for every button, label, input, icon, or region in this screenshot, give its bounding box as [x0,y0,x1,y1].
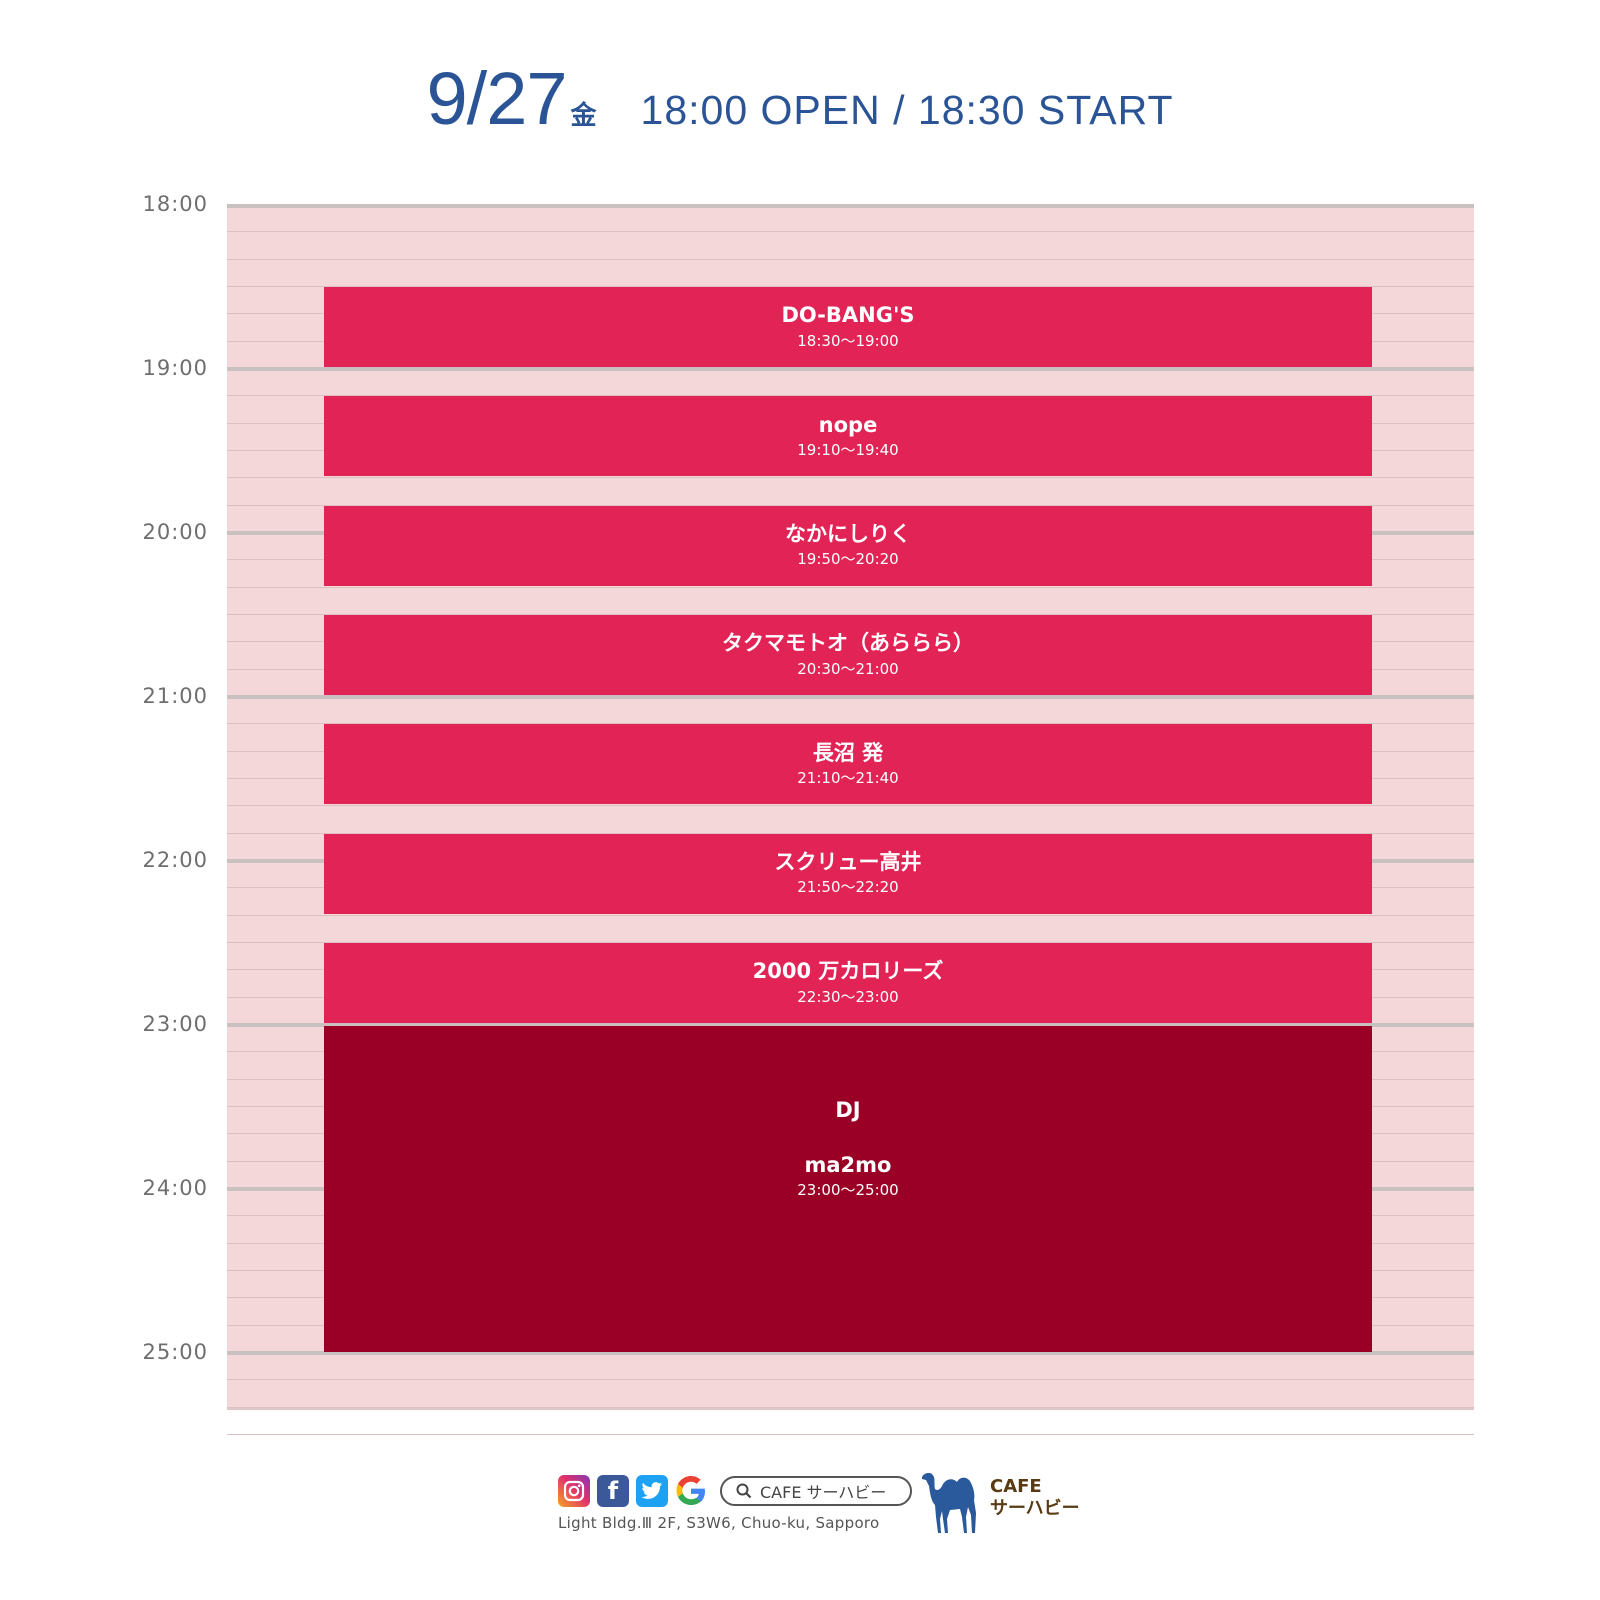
act-time: 22:30～23:00 [797,987,899,1006]
act-name: スクリュー高井 [774,850,922,875]
grid-line [227,1434,1474,1435]
hour-line [227,1023,1474,1027]
camel-logo-icon [922,1473,976,1533]
grid-line [227,395,1474,397]
venue-brand: CAFE サーハビー [990,1476,1080,1519]
grid-line [227,286,1474,287]
grid-line [227,231,1474,233]
act-block: タクマモトオ（あららら） 20:30～21:00 [324,615,1372,695]
time-label: 22:00 [142,848,208,872]
grid-line [227,1406,1474,1408]
brand-line-2: サーハビー [990,1497,1080,1519]
dj-heading: DJ [835,1098,861,1122]
dj-time: 23:00～25:00 [797,1181,899,1200]
act-block: 2000 万カロリーズ 22:30～23:00 [324,943,1372,1023]
act-time: 20:30～21:00 [797,659,899,678]
grid-line [227,805,1474,807]
search-text: CAFE サーハビー [760,1483,887,1502]
grid-line [227,1379,1474,1381]
dj-block: DJ ma2mo 23:00～25:00 [324,1026,1372,1352]
grid-line [227,258,1474,260]
time-label: 21:00 [142,684,208,708]
grid-line [227,942,1474,943]
event-header: 9/27 金 18:00 OPEN / 18:30 START [0,62,1600,152]
dj-name: ma2mo [804,1153,892,1177]
google-icon[interactable] [675,1475,707,1507]
event-weekday: 金 [570,101,597,131]
act-block: 長沼 発 21:10～21:40 [324,724,1372,805]
time-label: 20:00 [142,520,208,544]
hour-line [227,1351,1474,1355]
act-name: 2000 万カロリーズ [752,959,944,984]
twitter-icon[interactable] [636,1475,668,1507]
instagram-icon[interactable] [558,1475,590,1507]
act-time: 19:50～20:20 [797,550,899,569]
act-time: 18:30～19:00 [797,331,899,350]
act-name: DO-BANG'S [781,303,915,328]
search-icon [736,1483,752,1499]
act-name: 長沼 発 [812,740,884,765]
act-time: 19:10～19:40 [797,440,899,459]
timetable: DO-BANG'S 18:30～19:00 nope 19:10～19:40 なかにしり… [227,204,1474,1435]
grid-line [227,504,1474,506]
grid-line [227,723,1474,725]
act-block: なかにしりく 19:50～20:20 [324,505,1372,586]
grid-line [227,832,1474,834]
door-times: 18:00 OPEN / 18:30 START [640,87,1174,133]
grid-line [227,586,1474,588]
act-name: タクマモトオ（あららら） [722,631,974,656]
facebook-icon[interactable]: f [597,1475,629,1507]
act-block: nope 19:10～19:40 [324,396,1372,477]
act-name: nope [818,412,878,437]
time-label: 19:00 [142,356,208,380]
brand-line-1: CAFE [990,1476,1042,1497]
event-date: 9/27 [426,57,567,140]
grid-line [227,614,1474,615]
hour-line [227,367,1474,371]
act-time: 21:10～21:40 [797,768,899,787]
time-label: 24:00 [142,1176,208,1200]
grid-line [227,914,1474,916]
search-box[interactable]: CAFE サーハビー [720,1476,912,1506]
venue-address: Light Bldg.Ⅲ 2F, S3W6, Chuo-ku, Sapporo [558,1514,880,1532]
act-name: なかにしりく [785,522,911,547]
act-time: 21:50～22:20 [797,878,899,897]
time-label: 18:00 [142,192,208,216]
act-block: スクリュー高井 21:50～22:20 [324,833,1372,914]
grid-line [227,477,1474,479]
time-label: 25:00 [142,1340,208,1364]
act-block: DO-BANG'S 18:30～19:00 [324,287,1372,367]
time-label: 23:00 [142,1012,208,1036]
hour-line [227,695,1474,699]
